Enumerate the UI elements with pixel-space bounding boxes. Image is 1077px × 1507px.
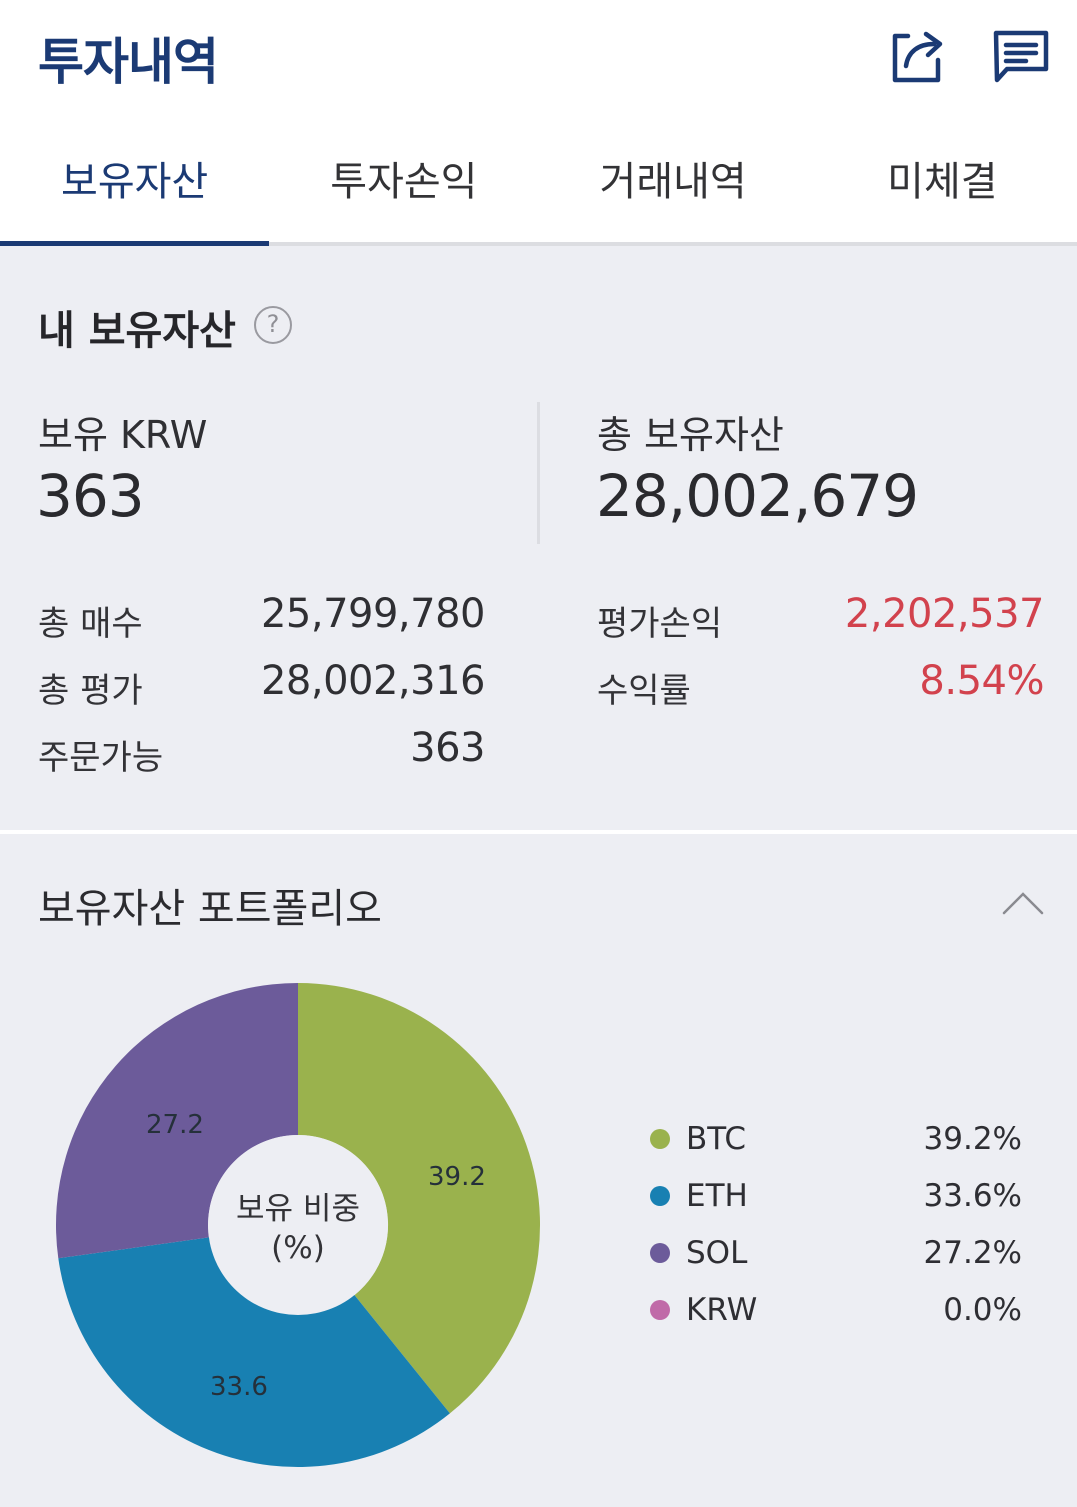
slice-label-sol: 27.2 <box>146 1110 204 1140</box>
total-eval-label: 총 평가 <box>38 671 143 711</box>
total-assets-label: 총 보유자산 <box>597 413 784 457</box>
holdings-donut-chart <box>50 977 546 1473</box>
pie-slice-eth[interactable] <box>58 1217 450 1468</box>
krw-label: 보유 KRW <box>38 413 208 457</box>
legend-item-krw[interactable]: KRW 0.0% <box>650 1281 1025 1338</box>
tab-holdings[interactable]: 보유자산 <box>0 120 270 246</box>
total-buy-value: 25,799,780 <box>260 591 486 637</box>
orderable-value: 363 <box>410 725 485 771</box>
section-divider <box>0 830 1077 834</box>
my-holdings-title: 내 보유자산 <box>38 308 236 354</box>
chevron-up-icon[interactable] <box>1000 885 1046 921</box>
tab-transaction-history[interactable]: 거래내역 <box>599 159 747 205</box>
help-icon[interactable]: ? <box>254 306 292 344</box>
tab-bar: 보유자산 투자손익 거래내역 미체결 <box>0 120 1077 246</box>
pie-slice-btc[interactable] <box>298 983 541 1414</box>
orderable-label: 주문가능 <box>38 738 164 778</box>
legend-dot-eth <box>650 1185 670 1206</box>
app-header: 투자내역 <box>0 0 1077 120</box>
column-divider <box>537 402 540 544</box>
total-buy-label: 총 매수 <box>38 604 143 644</box>
portfolio-title: 보유자산 포트폴리오 <box>38 886 382 932</box>
donut-center-label: 보유 비중 (%) <box>236 1191 360 1266</box>
page-title: 투자내역 <box>38 33 219 91</box>
eval-pnl-label: 평가손익 <box>597 604 723 644</box>
total-eval-value: 28,002,316 <box>260 658 486 704</box>
legend-item-btc[interactable]: BTC 39.2% <box>650 1110 1025 1167</box>
pie-slice-sol[interactable] <box>55 983 298 1259</box>
legend-dot-sol <box>650 1242 670 1263</box>
slice-label-eth: 33.6 <box>210 1372 268 1402</box>
return-rate-value: 8.54% <box>919 658 1044 704</box>
return-rate-label: 수익률 <box>597 671 691 711</box>
total-assets-value: 28,002,679 <box>596 462 919 530</box>
legend-dot-btc <box>650 1128 670 1149</box>
krw-value: 363 <box>36 462 145 530</box>
legend-dot-krw <box>650 1299 670 1320</box>
message-icon[interactable] <box>990 24 1052 86</box>
tab-pending-orders[interactable]: 미체결 <box>887 159 998 205</box>
slice-label-btc: 39.2 <box>428 1162 486 1192</box>
share-icon[interactable] <box>888 24 950 86</box>
tab-investment-pnl[interactable]: 투자손익 <box>330 159 478 205</box>
legend-item-eth[interactable]: ETH 33.6% <box>650 1167 1025 1224</box>
chart-legend: BTC 39.2% ETH 33.6% SOL 27.2% KRW 0.0% <box>650 1110 1025 1338</box>
eval-pnl-value: 2,202,537 <box>844 591 1045 637</box>
legend-item-sol[interactable]: SOL 27.2% <box>650 1224 1025 1281</box>
